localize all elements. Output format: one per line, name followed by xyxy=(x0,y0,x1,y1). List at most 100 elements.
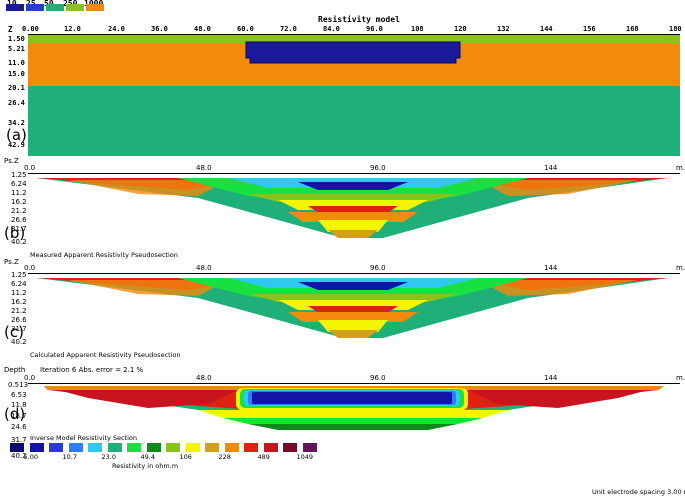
x-tick: 96.0 xyxy=(366,25,383,33)
colorbar-label: 106 xyxy=(179,453,192,461)
y-tick: 6.24 xyxy=(11,180,27,188)
x-tick: 48.0 xyxy=(194,25,211,33)
colorbar-label: 49.4 xyxy=(140,453,155,461)
x-tick: 144 xyxy=(544,264,558,272)
y-tick: 5.21 xyxy=(8,45,25,53)
electrode-spacing: Unit electrode spacing 3.00 m. xyxy=(592,488,685,496)
panel-a-title: Resistivity model xyxy=(318,15,400,24)
iteration-text: Iteration 6 Abs. error = 2.1 % xyxy=(40,366,144,374)
y-tick: 26.4 xyxy=(8,99,25,107)
panel-d-axis-line xyxy=(28,383,680,384)
panel-c-pseudosection xyxy=(36,278,668,338)
x-tick: 168 xyxy=(626,25,639,33)
panel-c-axis-label: Ps.Z xyxy=(4,258,19,266)
y-tick: 26.6 xyxy=(11,216,27,224)
y-tick: 6.24 xyxy=(11,280,27,288)
colorbar-label: 10.7 xyxy=(62,453,77,461)
y-tick: 31.7 xyxy=(11,325,27,333)
y-tick: 1.25 xyxy=(11,271,27,279)
y-tick: 15.0 xyxy=(8,70,25,78)
y-tick: 11.2 xyxy=(11,189,27,197)
y-tick: 18.7 xyxy=(11,412,27,420)
colorbar-swatch xyxy=(10,443,24,452)
legend-swatch-25 xyxy=(26,4,44,11)
y-tick: 26.6 xyxy=(11,316,27,324)
x-unit: m. xyxy=(676,374,685,382)
x-tick: 144 xyxy=(544,164,558,172)
colorbar-label: 5.00 xyxy=(23,453,38,461)
colorbar-swatch xyxy=(68,443,83,452)
panel-a-model xyxy=(28,35,680,156)
x-tick: 144 xyxy=(544,374,558,382)
x-tick: 72.0 xyxy=(280,25,297,33)
panel-a-axis-line xyxy=(28,34,680,35)
colorbar-swatch xyxy=(224,443,239,452)
x-tick: 132 xyxy=(497,25,510,33)
y-tick: 40.2 xyxy=(11,338,27,346)
colorbar-swatch xyxy=(107,443,122,452)
x-tick: 48.0 xyxy=(196,164,212,172)
legend-swatch-10 xyxy=(6,4,24,11)
y-tick: 31.7 xyxy=(11,225,27,233)
y-tick: 1.50 xyxy=(8,35,25,43)
y-tick: 24.6 xyxy=(11,423,27,431)
y-tick: 11.8 xyxy=(11,401,27,409)
panel-b-pseudosection xyxy=(36,178,668,238)
panel-a-axis-label: Z xyxy=(8,25,13,34)
x-tick: 180 xyxy=(669,25,682,33)
legend-swatch-1000 xyxy=(86,4,104,11)
colorbar-swatch xyxy=(263,443,278,452)
colorbar-swatch xyxy=(88,443,102,452)
y-tick: 34.2 xyxy=(8,119,25,127)
colorbar-label: 1049 xyxy=(296,453,314,461)
y-tick: 21.2 xyxy=(11,207,27,215)
y-tick: 20.1 xyxy=(8,84,25,92)
x-tick: 156 xyxy=(583,25,596,33)
x-tick: 84.0 xyxy=(323,25,340,33)
y-tick: 31.7 xyxy=(11,436,27,444)
layer-top xyxy=(28,35,680,44)
y-tick: 1.25 xyxy=(11,171,27,179)
x-tick: 24.0 xyxy=(108,25,125,33)
x-tick: 144 xyxy=(540,25,553,33)
x-unit: m. xyxy=(676,264,685,272)
x-tick: 120 xyxy=(454,25,467,33)
x-tick: 48.0 xyxy=(196,264,212,272)
y-tick: 16.2 xyxy=(11,198,27,206)
y-tick: 11.0 xyxy=(8,59,25,67)
colorbar-swatch xyxy=(244,443,258,452)
colorbar-units: Resistivity in ohm.m xyxy=(112,462,179,470)
layer-base xyxy=(28,86,680,156)
x-tick: 96.0 xyxy=(370,374,386,382)
colorbar-label: 228 xyxy=(218,453,231,461)
colorbar-label: 489 xyxy=(257,453,270,461)
y-tick: 21.2 xyxy=(11,307,27,315)
colorbar-swatch xyxy=(283,443,297,452)
panel-b-axis-line xyxy=(28,173,680,174)
y-tick: 0.513 xyxy=(8,381,29,389)
x-tick: 108 xyxy=(411,25,424,33)
x-tick: 96.0 xyxy=(370,264,386,272)
panel-b-axis-label: Ps.Z xyxy=(4,157,19,165)
panel-c-tag: (c) xyxy=(4,323,24,341)
panel-c-axis-line xyxy=(28,273,680,274)
panel-a-tag: (a) xyxy=(6,126,27,144)
panel-d-inverse-model xyxy=(44,386,664,430)
x-tick: 0.0 xyxy=(24,264,36,272)
x-tick: 0.0 xyxy=(24,164,36,172)
y-tick: 40.2 xyxy=(11,452,27,460)
colorbar-label: 23.0 xyxy=(101,453,116,461)
panel-c-caption: Calculated Apparent Resistivity Pseudose… xyxy=(30,351,181,359)
x-tick: 36.0 xyxy=(151,25,168,33)
colorbar-swatch xyxy=(29,443,44,452)
colorbar-swatch xyxy=(302,443,317,452)
x-tick: 48.0 xyxy=(196,374,212,382)
y-tick: 40.2 xyxy=(11,238,27,246)
y-tick: 11.2 xyxy=(11,289,27,297)
panel-d-tag: (d) xyxy=(4,405,26,423)
colorbar-swatch xyxy=(146,443,161,452)
y-tick: 6.53 xyxy=(11,391,27,399)
y-tick: 42.9 xyxy=(8,141,25,149)
colorbar-swatch xyxy=(127,443,141,452)
panel-d-axis-label: Depth xyxy=(4,366,26,374)
